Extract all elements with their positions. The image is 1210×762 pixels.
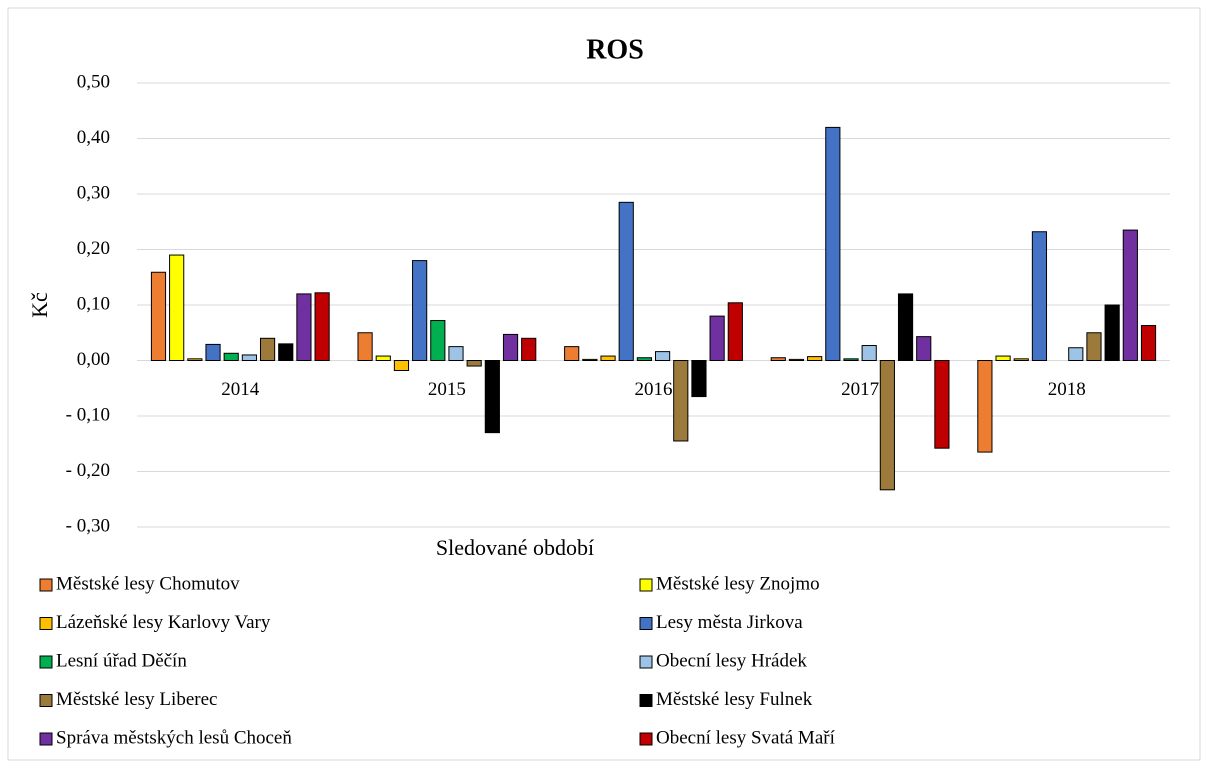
y-tick-label: 0,50 — [77, 71, 110, 92]
bar — [916, 336, 932, 362]
bar — [879, 360, 895, 491]
legend-label: Městské lesy Liberec — [56, 689, 217, 710]
bar — [897, 293, 914, 361]
bar — [977, 360, 993, 453]
bar — [727, 302, 743, 361]
bar — [241, 354, 257, 362]
legend-swatch — [39, 578, 53, 592]
legend-label: Městské lesy Znojmo — [656, 573, 820, 594]
bar — [314, 292, 330, 362]
bar — [1104, 304, 1120, 361]
legend-label: Lesní úřad Děčín — [56, 650, 187, 671]
y-axis-title: Kč — [27, 292, 52, 318]
bar — [582, 358, 598, 362]
bar — [296, 293, 312, 361]
bar — [673, 360, 689, 442]
bar — [618, 201, 634, 361]
bar — [600, 355, 616, 361]
legend-swatch — [639, 617, 653, 630]
bar — [223, 352, 239, 362]
bar — [393, 360, 410, 371]
bar — [1086, 332, 1102, 361]
bar — [150, 271, 167, 362]
bar — [843, 358, 859, 361]
y-tick-label: 0,10 — [77, 293, 110, 314]
bar — [709, 315, 725, 362]
bar — [691, 360, 707, 398]
bar — [430, 320, 446, 362]
x-tick-label: 2018 — [1048, 379, 1086, 400]
bar — [466, 360, 482, 367]
legend-label: Lesy města Jirkova — [656, 612, 803, 633]
y-tick-label: - 0,10 — [66, 404, 110, 425]
legend-swatch — [39, 732, 53, 746]
bar — [187, 358, 203, 361]
legend-label: Městské lesy Chomutov — [56, 573, 240, 594]
legend-swatch — [39, 655, 53, 669]
bar — [448, 346, 464, 361]
legend-swatch — [639, 732, 653, 746]
bar — [1031, 231, 1048, 361]
bar — [770, 357, 786, 362]
bar — [564, 346, 580, 361]
bar — [412, 260, 428, 362]
legend-swatch — [639, 578, 653, 592]
bar — [825, 126, 841, 362]
bar — [636, 357, 653, 362]
legend-label: Obecní lesy Svatá Maří — [656, 727, 836, 748]
chart-border — [7, 7, 1201, 761]
bar — [1122, 229, 1138, 361]
chart-title: ROS — [586, 34, 644, 65]
y-tick-label: 0,40 — [77, 127, 110, 148]
y-tick-label: - 0,30 — [66, 515, 110, 536]
legend-swatch — [39, 617, 53, 630]
legend-label: Obecní lesy Hrádek — [656, 650, 807, 671]
bar — [807, 356, 823, 361]
y-tick-label: - 0,20 — [66, 460, 110, 481]
bar — [934, 360, 950, 449]
bar — [169, 254, 185, 361]
legend-label: Městské lesy Fulnek — [656, 689, 813, 710]
x-tick-label: 2014 — [221, 379, 260, 400]
bar — [788, 358, 805, 362]
x-tick-label: 2015 — [428, 379, 466, 400]
bar — [357, 332, 373, 361]
bar — [278, 343, 294, 362]
x-axis-title: Sledované období — [436, 535, 594, 560]
legend-label: Správa městských lesů Choceň — [56, 727, 292, 748]
bar — [1013, 358, 1029, 361]
bar — [1068, 347, 1084, 361]
x-tick-label: 2016 — [635, 379, 673, 400]
bar — [502, 333, 519, 362]
bar — [861, 345, 877, 362]
legend-label: Lázeňské lesy Karlovy Vary — [56, 612, 271, 633]
legend-swatch — [39, 694, 53, 707]
bar — [1140, 325, 1157, 362]
y-tick-label: 0,30 — [77, 182, 110, 203]
bar — [205, 343, 221, 361]
y-tick-label: 0,20 — [77, 238, 110, 259]
bar — [654, 351, 671, 361]
bar — [995, 355, 1011, 361]
bar — [259, 337, 276, 361]
legend-swatch — [639, 694, 653, 707]
y-tick-label: 0,00 — [77, 349, 110, 370]
bar — [375, 355, 391, 361]
bar — [484, 360, 500, 434]
x-tick-label: 2017 — [841, 379, 879, 400]
bar — [521, 337, 537, 361]
legend-swatch — [639, 655, 653, 669]
